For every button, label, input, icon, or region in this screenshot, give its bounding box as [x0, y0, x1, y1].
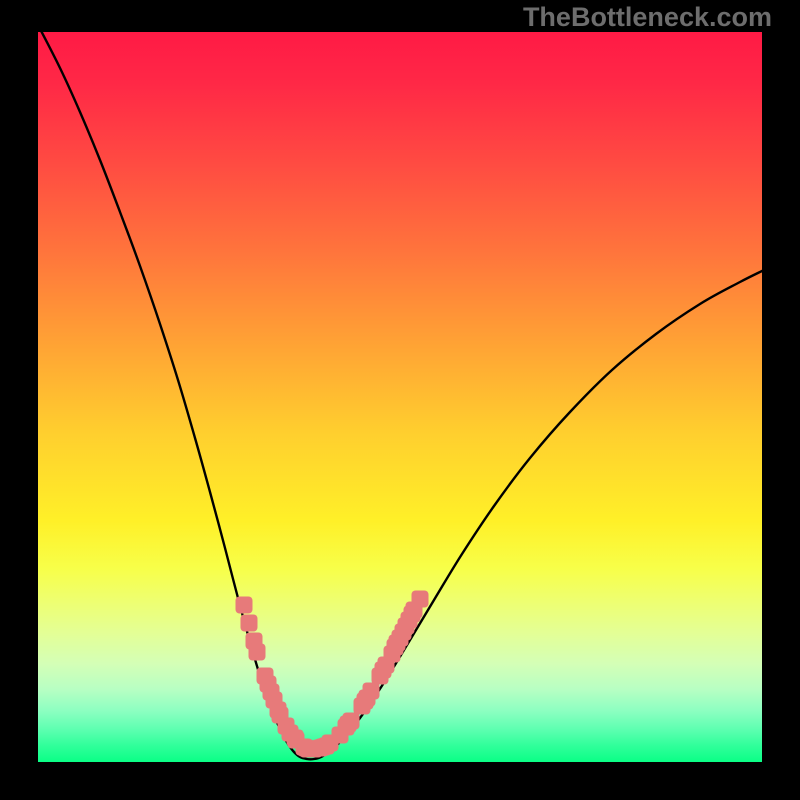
data-marker: [412, 591, 429, 608]
chart-svg: [0, 0, 800, 800]
data-marker: [249, 644, 266, 661]
data-marker: [343, 713, 360, 730]
data-marker: [241, 615, 258, 632]
data-marker: [363, 683, 380, 700]
chart-frame: TheBottleneck.com: [0, 0, 800, 800]
data-marker: [236, 597, 253, 614]
